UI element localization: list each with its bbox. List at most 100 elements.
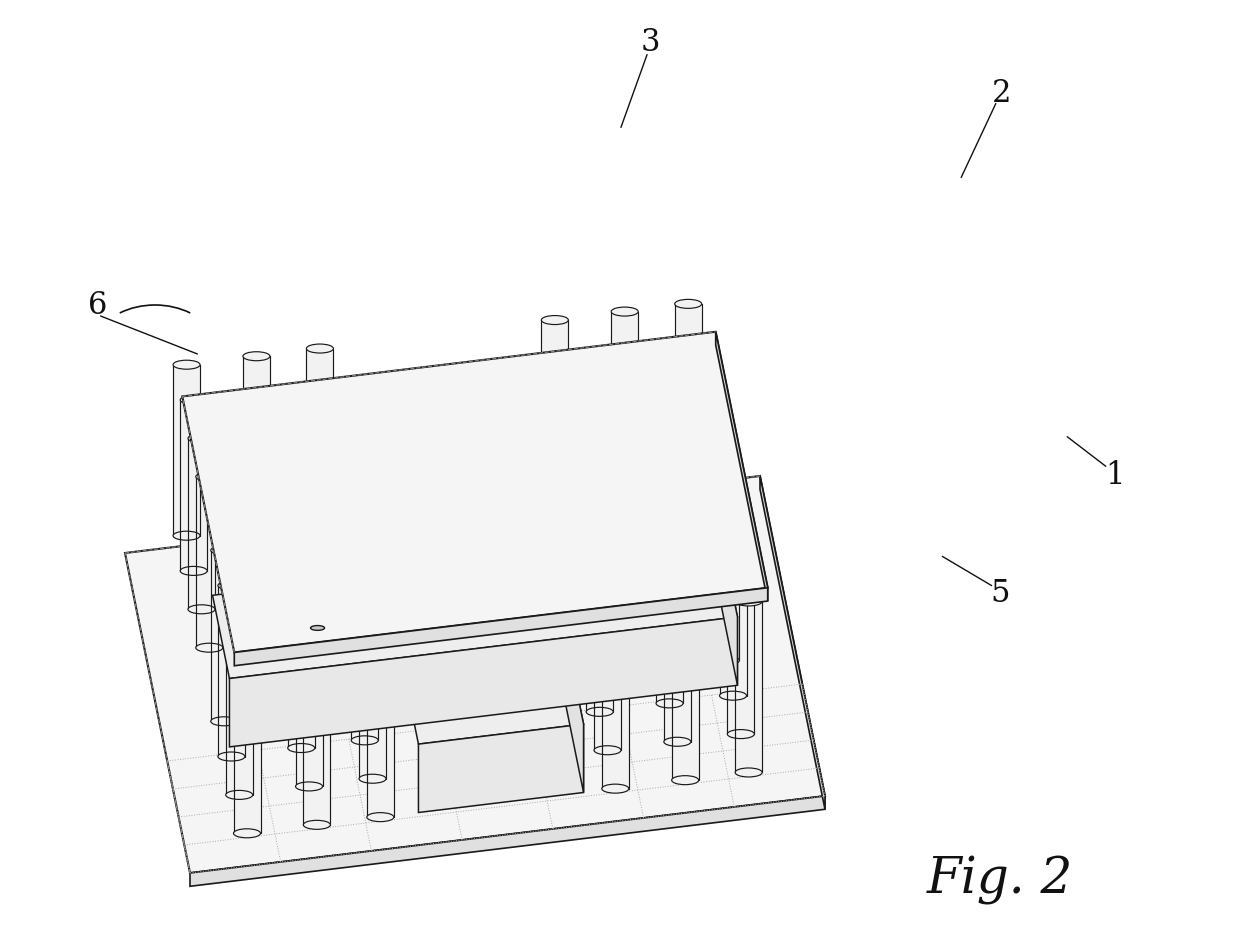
Text: 3: 3 [640, 27, 660, 58]
Ellipse shape [697, 411, 724, 420]
Ellipse shape [314, 698, 321, 701]
Polygon shape [634, 423, 661, 595]
Ellipse shape [233, 828, 260, 838]
Ellipse shape [675, 299, 702, 308]
Ellipse shape [196, 643, 223, 652]
Ellipse shape [626, 381, 653, 390]
Ellipse shape [367, 642, 394, 651]
Ellipse shape [542, 487, 568, 495]
Ellipse shape [174, 361, 200, 369]
Polygon shape [291, 628, 343, 643]
Polygon shape [314, 643, 321, 700]
Polygon shape [715, 332, 768, 601]
Ellipse shape [672, 605, 698, 614]
Ellipse shape [611, 478, 639, 487]
Ellipse shape [218, 581, 246, 590]
Polygon shape [321, 422, 348, 593]
Ellipse shape [218, 752, 246, 761]
Ellipse shape [321, 588, 348, 598]
Polygon shape [304, 654, 330, 825]
Polygon shape [229, 617, 738, 747]
Polygon shape [557, 394, 583, 565]
Ellipse shape [587, 707, 614, 716]
Polygon shape [258, 430, 285, 601]
Ellipse shape [719, 520, 746, 530]
Ellipse shape [564, 599, 591, 607]
Ellipse shape [689, 544, 717, 553]
Ellipse shape [314, 380, 341, 388]
Polygon shape [619, 346, 645, 518]
Ellipse shape [579, 501, 606, 511]
Polygon shape [188, 438, 215, 609]
Ellipse shape [291, 620, 343, 637]
Polygon shape [295, 616, 322, 787]
Polygon shape [682, 339, 709, 510]
Ellipse shape [713, 656, 739, 665]
Ellipse shape [226, 791, 253, 799]
Ellipse shape [634, 419, 661, 428]
Ellipse shape [250, 558, 277, 567]
Polygon shape [579, 506, 606, 677]
Polygon shape [626, 385, 653, 556]
Ellipse shape [211, 546, 238, 555]
Polygon shape [649, 497, 676, 668]
Ellipse shape [304, 649, 330, 659]
Ellipse shape [682, 335, 709, 344]
Ellipse shape [601, 613, 629, 623]
Ellipse shape [601, 784, 629, 793]
Polygon shape [713, 490, 739, 661]
Polygon shape [532, 468, 584, 792]
Ellipse shape [288, 572, 315, 582]
Polygon shape [689, 378, 717, 549]
Polygon shape [226, 623, 253, 795]
Polygon shape [174, 364, 200, 535]
Ellipse shape [345, 700, 371, 710]
Polygon shape [548, 355, 575, 527]
Ellipse shape [226, 620, 253, 628]
Polygon shape [243, 356, 270, 528]
Ellipse shape [675, 471, 702, 479]
Ellipse shape [697, 583, 724, 591]
Polygon shape [735, 602, 763, 772]
Polygon shape [675, 304, 702, 474]
Polygon shape [656, 532, 683, 703]
Ellipse shape [626, 551, 653, 561]
Ellipse shape [306, 515, 334, 524]
Polygon shape [719, 525, 746, 696]
Polygon shape [250, 391, 277, 563]
Ellipse shape [351, 565, 378, 574]
Polygon shape [314, 383, 341, 555]
Polygon shape [542, 320, 568, 491]
Polygon shape [218, 586, 246, 756]
Ellipse shape [295, 611, 322, 620]
Polygon shape [367, 646, 394, 817]
Ellipse shape [291, 635, 343, 652]
Ellipse shape [619, 513, 645, 522]
Ellipse shape [689, 373, 717, 381]
Ellipse shape [611, 307, 639, 316]
Polygon shape [190, 796, 825, 886]
Ellipse shape [367, 812, 394, 822]
Ellipse shape [174, 531, 200, 540]
Ellipse shape [180, 396, 207, 404]
Ellipse shape [351, 735, 378, 745]
Polygon shape [564, 432, 591, 603]
Ellipse shape [735, 768, 763, 777]
Ellipse shape [243, 523, 270, 531]
Ellipse shape [656, 698, 683, 708]
Ellipse shape [672, 775, 698, 785]
Ellipse shape [280, 537, 308, 547]
Ellipse shape [188, 434, 215, 443]
Ellipse shape [663, 737, 691, 746]
Ellipse shape [360, 604, 386, 612]
Ellipse shape [594, 746, 621, 754]
Ellipse shape [329, 627, 356, 636]
Ellipse shape [258, 425, 285, 435]
Ellipse shape [345, 530, 371, 539]
Ellipse shape [728, 730, 754, 738]
Ellipse shape [735, 597, 763, 606]
Polygon shape [234, 587, 768, 666]
Ellipse shape [682, 506, 709, 514]
Polygon shape [306, 348, 334, 519]
Ellipse shape [295, 782, 322, 791]
